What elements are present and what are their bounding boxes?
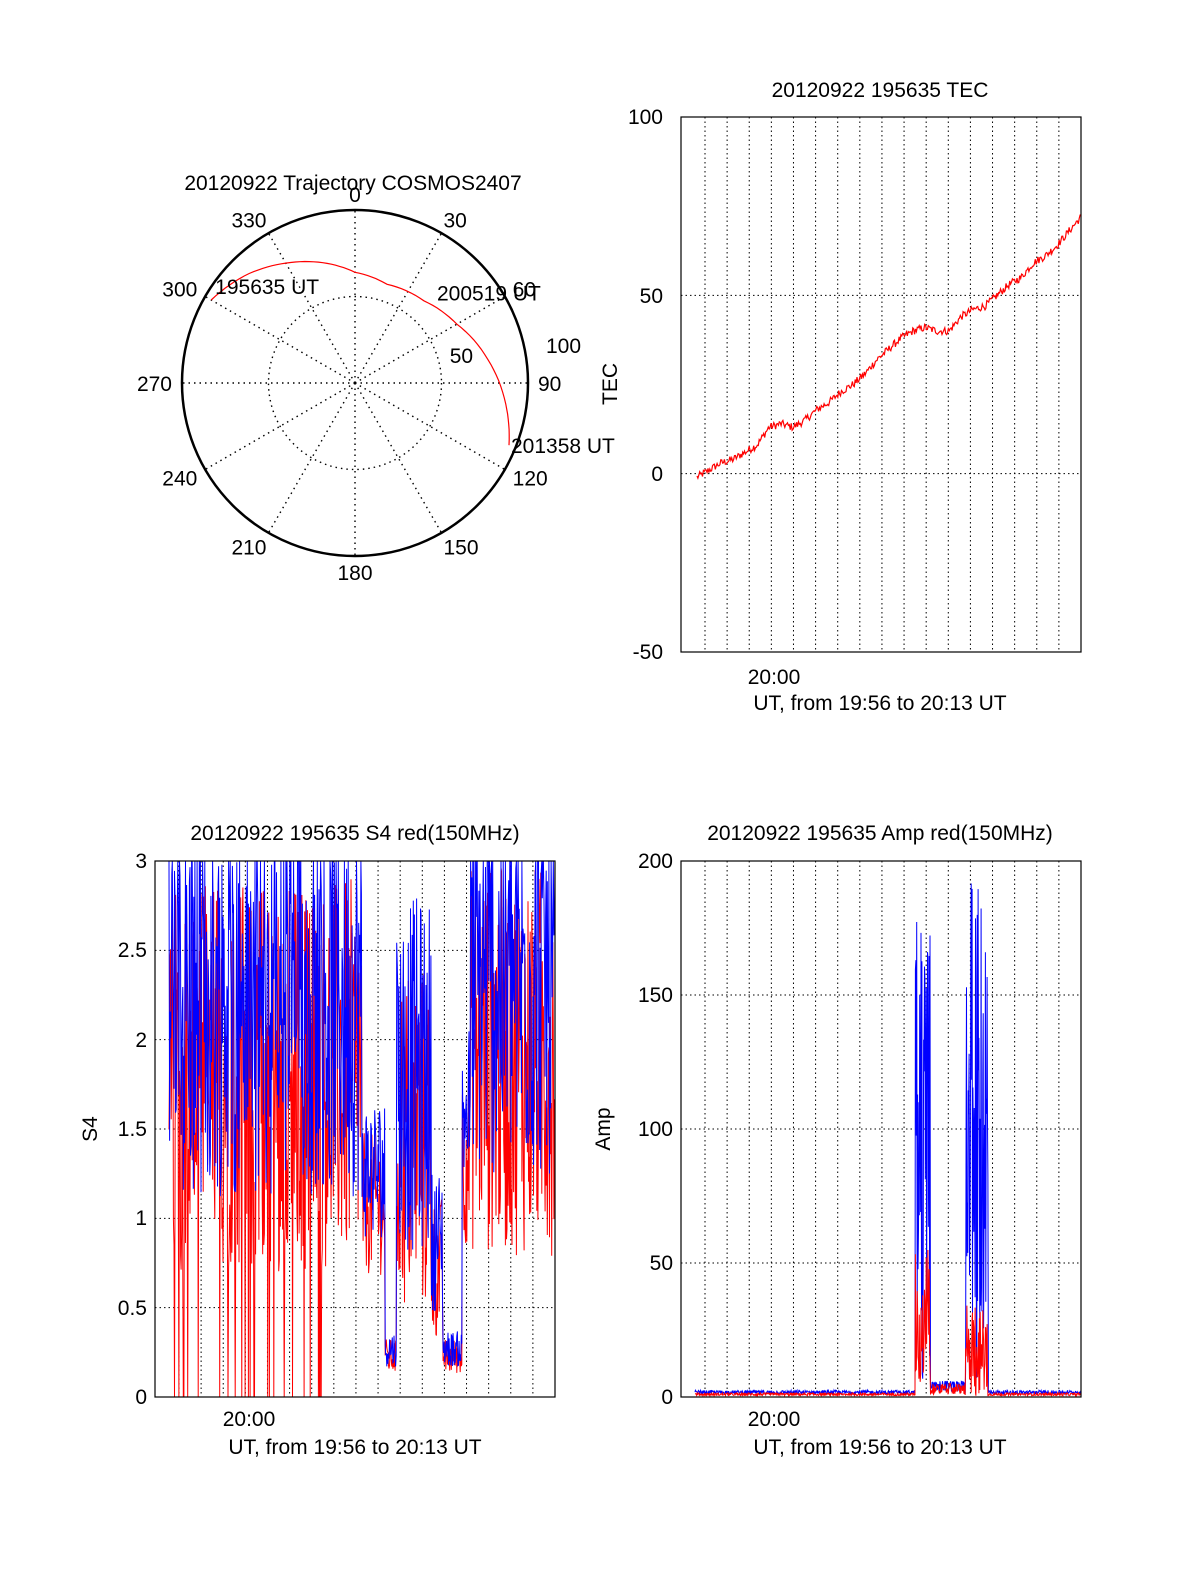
polar-angle-label-120: 120 [513,468,548,491]
s4-blue-series-line [168,860,556,1367]
polar-angle-label-30: 30 [444,209,467,232]
trajectory-time-label-mid: 200519 UT [437,283,541,306]
s4-ytick-1: 1 [135,1207,147,1230]
trajectory-time-label-start: 195635 UT [215,276,319,299]
polar-title: 20120922 Trajectory COSMOS2407 [184,172,521,195]
s4-ytick-2.5: 2.5 [118,939,147,962]
polar-grid-ring-50 [267,295,443,471]
polar-angle-label-330: 330 [231,209,266,232]
amp-ytick-50: 50 [650,1252,673,1275]
amp-plot-frame [680,860,1082,1398]
polar-outer-ring [180,208,530,558]
amp-ytick-0: 0 [661,1386,673,1409]
amp-title: 20120922 195635 Amp red(150MHz) [707,822,1053,845]
polar-radius-label-100: 100 [546,335,581,358]
polar-angle-label-60: 60 [513,279,536,302]
tec-ytick-50: 50 [640,285,663,308]
polar-grid-spoke-240 [204,382,356,471]
s4-plot-frame [154,860,556,1398]
polar-grid-spoke-120 [354,382,506,471]
polar-angle-label-90: 90 [538,373,561,396]
amp-xlabel: UT, from 19:56 to 20:13 UT [753,1436,1006,1459]
s4-xtick-2000: 20:00 [223,1408,276,1431]
s4-title: 20120922 195635 S4 red(150MHz) [190,822,519,845]
polar-grid [182,210,528,556]
amp-ytick-150: 150 [638,984,673,1007]
tec-ytick-100: 100 [628,106,663,129]
tec-xtick-2000: 20:00 [748,666,801,689]
polar-grid-spoke-330 [267,232,356,384]
amp-blue-series-line [694,883,1082,1397]
polar-grid-spoke-60 [354,295,506,384]
amp-ytick-200: 200 [638,850,673,873]
s4-ytick-3: 3 [135,850,147,873]
polar-angle-label-210: 210 [231,537,266,560]
tec-ylabel: TEC [599,363,622,405]
polar-angle-label-180: 180 [337,562,372,585]
s4-chart: 20120922 195635 S4 red(150MHz) 3 2.5 2 1… [79,822,556,1459]
polar-radius-label-50: 50 [450,345,473,368]
tec-title: 20120922 195635 TEC [772,79,989,102]
polar-grid-spoke-30 [354,232,443,384]
trajectory-time-label-end: 201358 UT [511,435,615,458]
amp-grid [681,861,1081,1397]
tec-grid [681,117,1081,652]
s4-ytick-1.5: 1.5 [118,1118,147,1141]
polar-angle-labels: 0 30 60 90 120 150 180 210 240 270 300 330 [137,184,561,585]
polar-angle-label-300: 300 [162,279,197,302]
amp-red-series-line [694,1249,1082,1398]
amp-ylabel: Amp [592,1107,615,1150]
tec-series-line [696,214,1082,481]
tec-ytick-neg50: -50 [633,641,663,664]
polar-angle-label-240: 240 [162,468,197,491]
polar-angle-label-150: 150 [444,537,479,560]
polar-grid-spoke-300 [204,295,356,384]
s4-ytick-0.5: 0.5 [118,1297,147,1320]
polar-angle-label-0: 0 [349,184,361,207]
s4-ylabel: S4 [79,1116,102,1142]
polar-trajectory-chart: 20120922 Trajectory COSMOS2407 0 30 60 90 12… [137,172,615,585]
amp-xtick-2000: 20:00 [748,1408,801,1431]
tec-plot-frame [680,116,1082,653]
polar-angle-label-270: 270 [137,373,172,396]
polar-grid-spoke-210 [267,382,356,534]
tec-chart: 20120922 195635 TEC 100 50 0 -50 20:00 U… [599,79,1082,715]
polar-grid-spoke-150 [354,382,443,534]
tec-xlabel: UT, from 19:56 to 20:13 UT [753,692,1006,715]
amp-chart: 20120922 195635 Amp red(150MHz) 200 150 … [592,822,1082,1459]
s4-xlabel: UT, from 19:56 to 20:13 UT [228,1436,481,1459]
trajectory-line [210,260,510,446]
tec-ytick-0: 0 [651,463,663,486]
s4-ytick-2: 2 [135,1029,147,1052]
s4-ytick-0: 0 [135,1386,147,1409]
amp-ytick-100: 100 [638,1118,673,1141]
